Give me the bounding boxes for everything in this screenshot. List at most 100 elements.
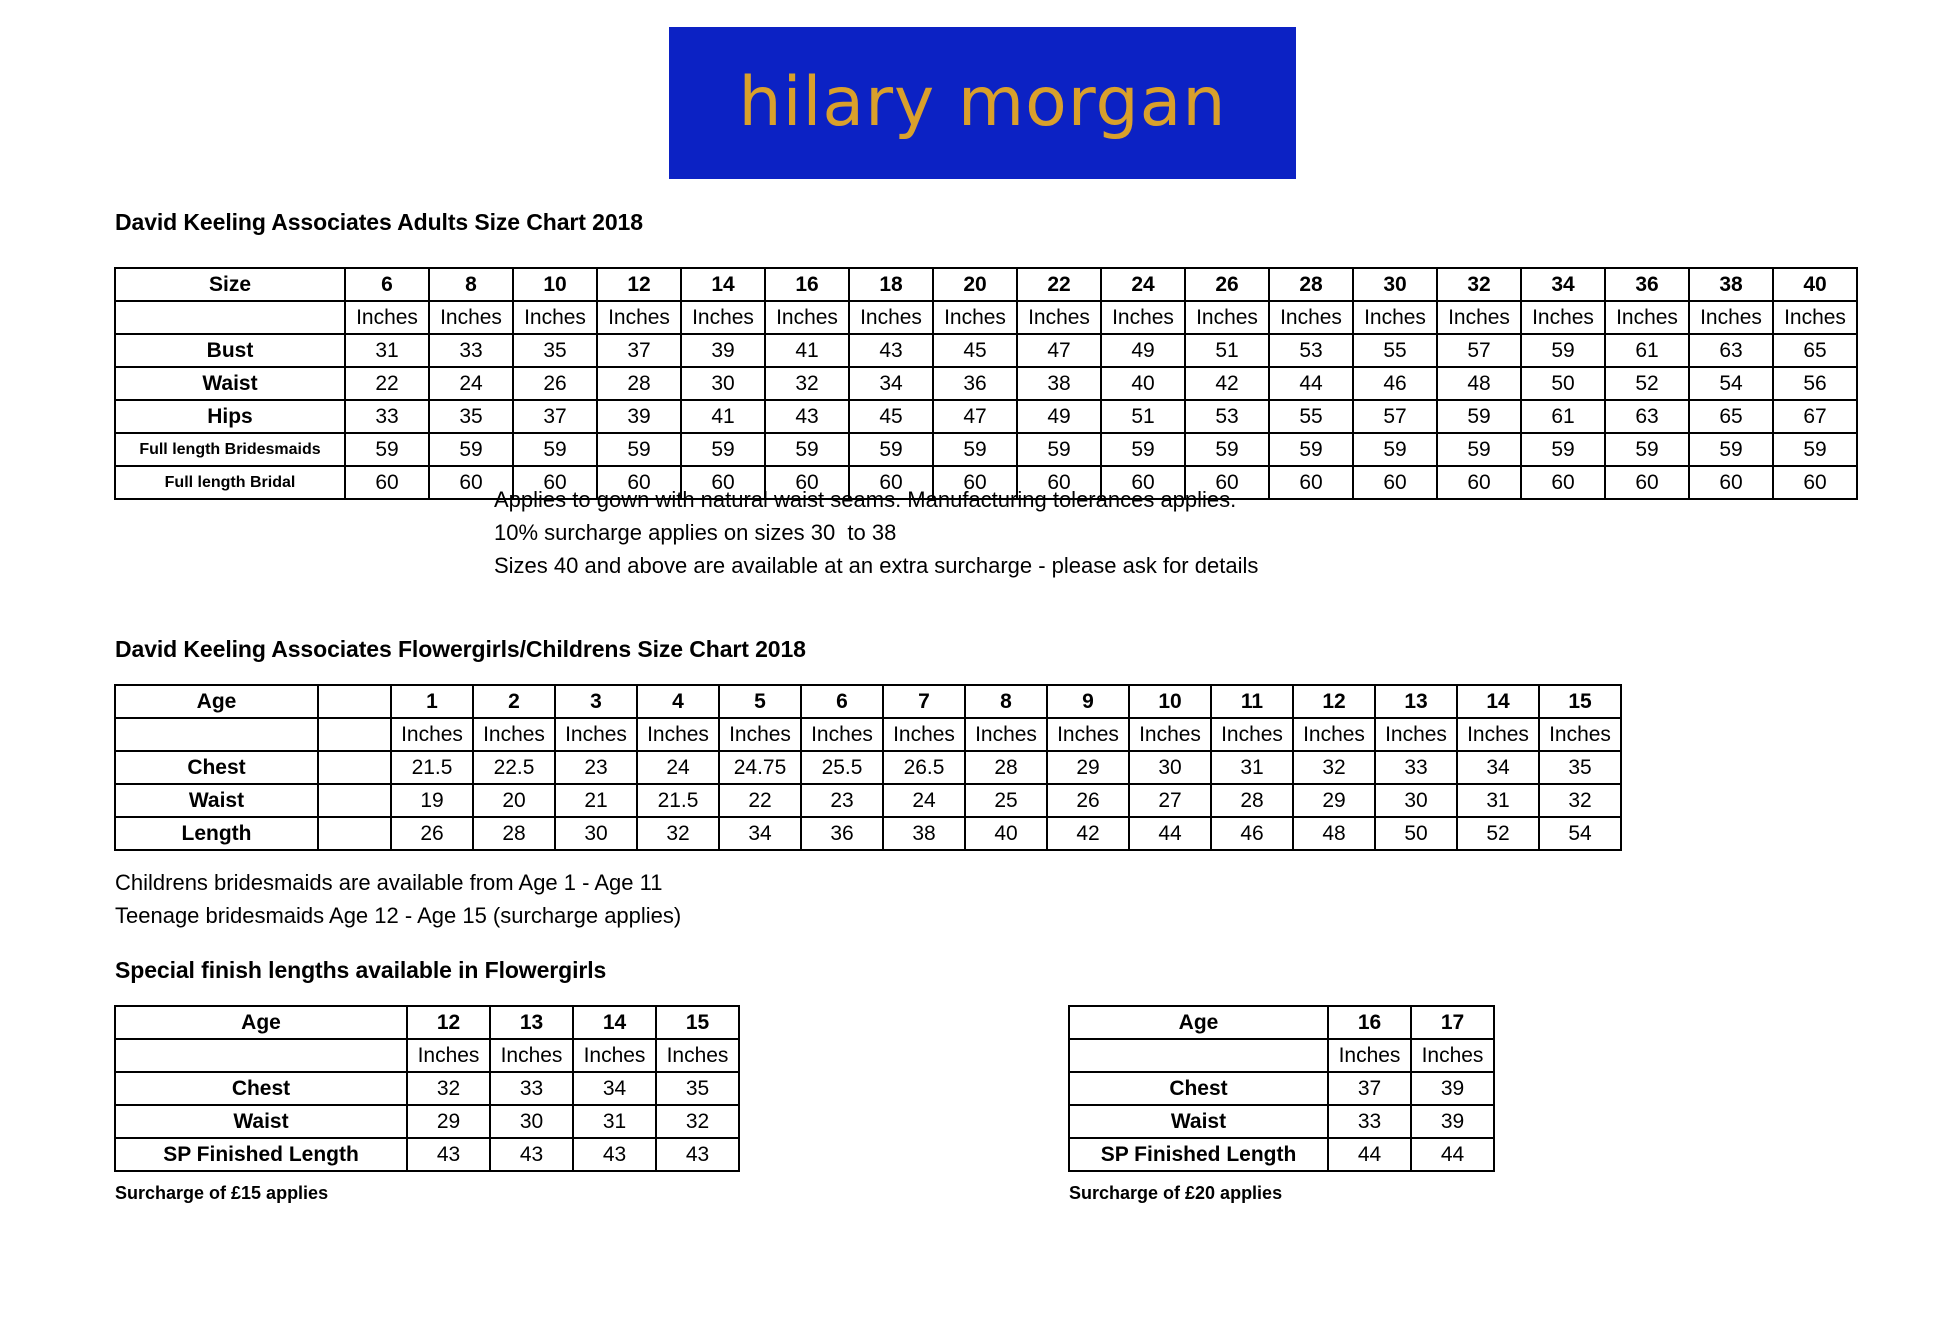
measurement-cell: 32	[1292, 750, 1376, 785]
special-right-table-body: Age 16 17 Inches Inches Chest 37 39 Waist 33 39 SP…	[1068, 1005, 1495, 1172]
unit-cell: Inches	[680, 300, 766, 335]
unit-cell: Inches	[764, 300, 850, 335]
measurement-cell: 44	[1410, 1137, 1495, 1172]
table-spacer-cell	[317, 783, 392, 818]
measurement-cell: 59	[512, 432, 598, 467]
unit-cell: Inches	[718, 717, 802, 752]
column-header: 16	[1327, 1005, 1412, 1040]
measurement-cell: 39	[680, 333, 766, 368]
column-header: 28	[1268, 267, 1354, 302]
measurement-cell: 41	[680, 399, 766, 434]
measurement-cell: 60	[1520, 465, 1606, 500]
measurement-cell: 59	[848, 432, 934, 467]
table-corner-label: Size	[114, 267, 346, 302]
column-header: 6	[800, 684, 884, 719]
measurement-cell: 29	[1292, 783, 1376, 818]
special-finish-table-right: Age 16 17 Inches Inches Chest 37 39 Waist 33 39 SP…	[1068, 1005, 1495, 1172]
measurement-cell: 60	[512, 465, 598, 500]
unit-cell: Inches	[1268, 300, 1354, 335]
column-header: 20	[932, 267, 1018, 302]
column-header: 18	[848, 267, 934, 302]
measurement-cell: 65	[1688, 399, 1774, 434]
unit-cell: Inches	[572, 1038, 657, 1073]
measurement-cell: 43	[572, 1137, 657, 1172]
measurement-cell: 47	[932, 399, 1018, 434]
measurement-cell: 59	[1520, 432, 1606, 467]
measurement-cell: 32	[636, 816, 720, 851]
column-header: 24	[1100, 267, 1186, 302]
column-header: 10	[512, 267, 598, 302]
measurement-cell: 25	[964, 783, 1048, 818]
measurement-cell: 67	[1772, 399, 1858, 434]
measurement-cell: 63	[1688, 333, 1774, 368]
measurement-cell: 35	[655, 1071, 740, 1106]
measurement-cell: 53	[1268, 333, 1354, 368]
measurement-cell: 44	[1268, 366, 1354, 401]
measurement-cell: 59	[344, 432, 430, 467]
adults-notes: Applies to gown with natural waist seams…	[494, 487, 1259, 578]
table-header-row: Age 1 2 3 4 5 6 7 8 9 10 11 12 13 14 15	[114, 684, 1622, 719]
measurement-cell: 46	[1210, 816, 1294, 851]
measurement-cell: 59	[1604, 432, 1690, 467]
row-label: SP Finished Length	[1068, 1137, 1329, 1172]
measurement-cell: 26.5	[882, 750, 966, 785]
measurement-cell: 51	[1100, 399, 1186, 434]
children-notes: Childrens bridesmaids are available from…	[115, 870, 682, 928]
measurement-cell: 28	[596, 366, 682, 401]
measurement-cell: 21	[554, 783, 638, 818]
measurement-cell: 49	[1100, 333, 1186, 368]
column-header: 7	[882, 684, 966, 719]
unit-cell: Inches	[472, 717, 556, 752]
row-label: Chest	[1068, 1071, 1329, 1106]
column-header: 22	[1016, 267, 1102, 302]
table-row: Waist 29 30 31 32	[114, 1104, 740, 1139]
column-header: 8	[964, 684, 1048, 719]
measurement-cell: 60	[1688, 465, 1774, 500]
measurement-cell: 60	[1604, 465, 1690, 500]
column-header: 11	[1210, 684, 1294, 719]
column-header: 26	[1184, 267, 1270, 302]
measurement-cell: 41	[764, 333, 850, 368]
unit-row-empty-label	[114, 1038, 408, 1073]
measurement-cell: 28	[964, 750, 1048, 785]
table-row: Length 26 28 30 32 34 36 38 40 42 44 46 48 50 52 54	[114, 816, 1622, 851]
measurement-cell: 48	[1436, 366, 1522, 401]
measurement-cell: 59	[1520, 333, 1606, 368]
measurement-cell: 45	[848, 399, 934, 434]
row-label: SP Finished Length	[114, 1137, 408, 1172]
measurement-cell: 34	[718, 816, 802, 851]
measurement-cell: 42	[1046, 816, 1130, 851]
unit-cell: Inches	[636, 717, 720, 752]
measurement-cell: 59	[1436, 399, 1522, 434]
adults-chart-title: David Keeling Associates Adults Size Cha…	[115, 209, 643, 235]
children-size-table: Age 1 2 3 4 5 6 7 8 9 10 11 12 13 14 15 Inches Inches Inc…	[114, 684, 1622, 851]
unit-cell: Inches	[1016, 300, 1102, 335]
measurement-cell: 19	[390, 783, 474, 818]
measurement-cell: 52	[1456, 816, 1540, 851]
measurement-cell: 60	[1100, 465, 1186, 500]
measurement-cell: 59	[1688, 432, 1774, 467]
measurement-cell: 37	[596, 333, 682, 368]
measurement-cell: 36	[800, 816, 884, 851]
measurement-cell: 59	[596, 432, 682, 467]
measurement-cell: 21.5	[636, 783, 720, 818]
column-header: 12	[406, 1005, 491, 1040]
column-header: 5	[718, 684, 802, 719]
column-header: 17	[1410, 1005, 1495, 1040]
measurement-cell: 33	[428, 333, 514, 368]
table-unit-row: Inches Inches Inches Inches	[114, 1038, 740, 1073]
column-header: 15	[655, 1005, 740, 1040]
column-header: 6	[344, 267, 430, 302]
row-label: Waist	[114, 366, 346, 401]
measurement-cell: 43	[764, 399, 850, 434]
unit-row-empty-label	[1068, 1038, 1329, 1073]
unit-cell: Inches	[1100, 300, 1186, 335]
table-spacer-cell	[317, 717, 392, 752]
unit-cell: Inches	[655, 1038, 740, 1073]
measurement-cell: 32	[406, 1071, 491, 1106]
row-label: Chest	[114, 750, 319, 785]
measurement-cell: 63	[1604, 399, 1690, 434]
measurement-cell: 25.5	[800, 750, 884, 785]
row-label: Full length Bridal	[114, 465, 346, 500]
measurement-cell: 35	[1538, 750, 1622, 785]
